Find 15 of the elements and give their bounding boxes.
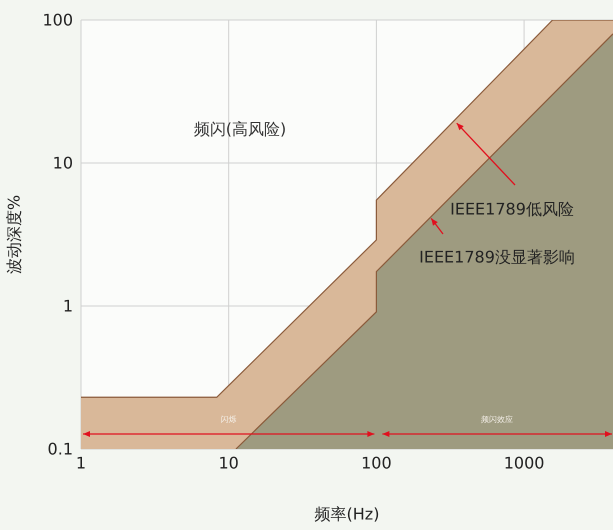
y-tick-label: 100 (42, 10, 73, 30)
annotation: 频闪(高风险) (194, 119, 286, 138)
y-axis-title: 波动深度% (4, 194, 24, 274)
annotation: IEEE1789低风险 (450, 199, 574, 218)
y-tick-label: 1 (62, 296, 73, 316)
y-tick-label: 0.1 (48, 440, 73, 459)
annotation: 闪烁 (220, 415, 237, 424)
x-tick-label: 1000 (504, 453, 544, 472)
x-tick-label: 100 (361, 453, 392, 472)
x-tick-label: 10 (218, 453, 239, 472)
y-tick-label: 10 (52, 154, 73, 173)
annotation: 频闪效应 (481, 415, 514, 424)
x-axis-title: 频率(Hz) (314, 504, 380, 524)
x-tick-label: 1 (76, 453, 86, 472)
annotation: IEEE1789没显著影响 (419, 247, 575, 266)
